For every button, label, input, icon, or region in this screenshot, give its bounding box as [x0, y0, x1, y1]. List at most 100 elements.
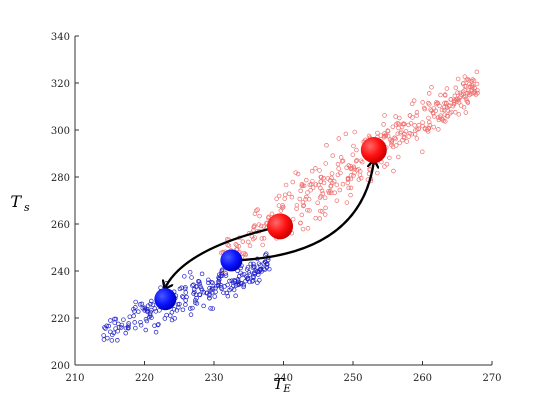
- data-point: [176, 305, 181, 310]
- data-point: [133, 305, 138, 310]
- data-point: [144, 318, 150, 324]
- data-point: [123, 330, 128, 336]
- data-point: [207, 293, 212, 298]
- data-point: [247, 243, 253, 249]
- data-point: [465, 100, 471, 105]
- data-point: [252, 271, 258, 277]
- data-point: [198, 284, 203, 289]
- data-point: [472, 91, 477, 96]
- data-point: [190, 283, 195, 288]
- data-point: [112, 320, 117, 325]
- data-point: [246, 270, 252, 275]
- data-point: [206, 280, 211, 285]
- data-point: [183, 290, 189, 295]
- y-tick-label: 320: [51, 79, 70, 90]
- data-point: [322, 195, 328, 200]
- data-point: [257, 213, 262, 219]
- x-axis-label-sub: E: [282, 384, 291, 395]
- data-point: [436, 127, 441, 132]
- data-point: [317, 216, 322, 221]
- data-point: [231, 280, 236, 286]
- data-point: [455, 76, 461, 82]
- data-point: [257, 277, 262, 283]
- data-point: [164, 312, 169, 318]
- data-point: [435, 101, 441, 106]
- data-point: [395, 131, 401, 136]
- data-point: [105, 335, 110, 341]
- data-point: [199, 271, 205, 277]
- data-point: [350, 152, 356, 157]
- data-point: [436, 117, 442, 123]
- data-point: [464, 77, 470, 83]
- data-point: [469, 91, 474, 96]
- data-point: [346, 185, 351, 191]
- data-point: [190, 305, 195, 311]
- data-point: [456, 112, 462, 117]
- data-point: [399, 129, 404, 135]
- data-point: [115, 337, 120, 343]
- data-point: [391, 168, 396, 174]
- data-point: [116, 321, 121, 327]
- data-point: [303, 197, 308, 202]
- data-point: [428, 107, 433, 112]
- data-point: [216, 276, 222, 282]
- x-tick-label: 240: [274, 373, 293, 384]
- data-point: [180, 307, 186, 313]
- data-point: [446, 103, 452, 109]
- data-point: [169, 310, 175, 315]
- data-point: [453, 110, 458, 115]
- data-point: [414, 136, 420, 141]
- data-point: [409, 101, 415, 107]
- data-point: [293, 170, 298, 175]
- data-point: [352, 170, 357, 175]
- data-point: [110, 332, 115, 338]
- data-point: [469, 78, 474, 84]
- data-point: [241, 271, 247, 277]
- data-point: [393, 114, 398, 119]
- data-point: [250, 279, 255, 284]
- data-point: [318, 185, 323, 191]
- x-tick-label: 250: [343, 373, 362, 384]
- data-point: [463, 94, 468, 99]
- cold-state-marker: [154, 288, 177, 311]
- data-point: [353, 158, 359, 164]
- x-tick-label: 220: [135, 373, 154, 384]
- y-tick-label: 220: [51, 314, 70, 325]
- x-axis-label: TE: [273, 375, 291, 395]
- warm-state-marker: [360, 136, 387, 163]
- data-point: [322, 212, 328, 217]
- data-point: [109, 338, 115, 343]
- data-point: [472, 85, 477, 91]
- data-point: [194, 301, 200, 306]
- data-point: [420, 100, 425, 105]
- data-point: [216, 280, 222, 286]
- data-point: [258, 223, 264, 229]
- data-point: [328, 183, 334, 188]
- data-point: [245, 265, 251, 270]
- data-point: [309, 168, 315, 174]
- data-point: [264, 261, 270, 266]
- data-point: [345, 175, 351, 181]
- data-point: [251, 236, 256, 242]
- data-point: [153, 309, 159, 314]
- y-tick-label: 280: [51, 173, 70, 184]
- data-point: [335, 161, 341, 167]
- data-point: [439, 107, 445, 113]
- data-point: [243, 278, 248, 284]
- data-point: [101, 333, 106, 338]
- data-point: [416, 122, 422, 128]
- data-point: [212, 294, 217, 299]
- data-point: [197, 292, 203, 298]
- data-point: [359, 159, 365, 165]
- data-point: [462, 83, 468, 89]
- data-point: [103, 326, 108, 331]
- data-point: [348, 192, 353, 198]
- data-point: [255, 207, 260, 212]
- y-tick-label: 260: [51, 220, 70, 231]
- data-point: [299, 181, 305, 187]
- data-point: [187, 306, 193, 311]
- data-point: [475, 90, 480, 96]
- transition-arrow: [165, 225, 281, 287]
- data-point: [331, 178, 337, 184]
- data-point: [266, 214, 272, 220]
